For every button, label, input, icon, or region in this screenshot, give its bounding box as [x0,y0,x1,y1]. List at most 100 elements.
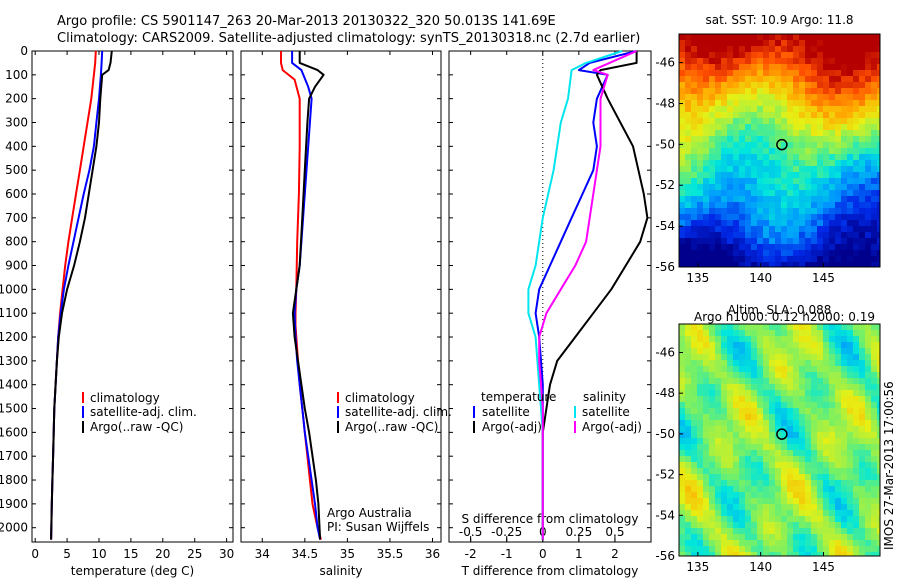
heatmap-cell [679,396,685,402]
heatmap-cell [679,420,685,426]
heatmap-cell [763,64,769,70]
heatmap-cell [841,414,847,420]
heatmap-cell [793,504,799,510]
heatmap-cell [805,522,811,528]
heatmap-cell [727,178,733,184]
heatmap-cell [787,202,793,208]
heatmap-cell [703,58,709,64]
heatmap-cell [739,196,745,202]
heatmap-cell [841,480,847,486]
heatmap-cell [811,402,817,408]
heatmap-cell [757,172,763,178]
heatmap-cell [751,378,757,384]
heatmap-cell [685,450,691,456]
heatmap-cell [709,208,715,214]
heatmap-cell [745,372,751,378]
heatmap-cell [811,540,817,546]
heatmap-cell [679,262,685,267]
heatmap-cell [787,546,793,552]
heatmap-cell [865,414,871,420]
heatmap-cell [739,552,745,556]
heatmap-cell [841,136,847,142]
heatmap-cell [721,196,727,202]
heatmap-cell [757,390,763,396]
heatmap-cell [865,510,871,516]
heatmap-cell [871,402,877,408]
heatmap-cell [781,196,787,202]
heatmap-cell [697,154,703,160]
heatmap-cell [781,450,787,456]
heatmap-cell [811,136,817,142]
heatmap-cell [823,220,829,226]
heatmap-cell [829,52,835,58]
heatmap-cell [679,142,685,148]
heatmap-cell [685,184,691,190]
heatmap-cell [679,384,685,390]
secondary-axis-label: S difference from climatology [462,512,639,526]
heatmap-cell [781,498,787,504]
heatmap-cell [841,52,847,58]
heatmap-cell [715,232,721,238]
heatmap-cell [763,510,769,516]
heatmap-cell [679,336,685,342]
heatmap-cell [769,552,775,556]
heatmap-cell [871,414,877,420]
x-tick-label: 35.5 [377,547,404,561]
heatmap-cell [751,390,757,396]
heatmap-cell [793,202,799,208]
heatmap-cell [691,372,697,378]
heatmap-cell [703,214,709,220]
heatmap-cell [757,426,763,432]
heatmap-cell [829,342,835,348]
heatmap-cell [793,546,799,552]
heatmap-cell [763,456,769,462]
heatmap-cell [865,130,871,136]
heatmap-cell [733,342,739,348]
heatmap-cell [859,534,865,540]
heatmap-cell [853,196,859,202]
heatmap-cell [727,330,733,336]
heatmap-cell [775,214,781,220]
heatmap-cell [811,52,817,58]
heatmap-cell [799,100,805,106]
heatmap-cell [733,438,739,444]
heatmap-cell [829,166,835,172]
heatmap-cell [769,160,775,166]
heatmap-cell [733,52,739,58]
heatmap-cell [787,528,793,534]
heatmap-cell [685,342,691,348]
heatmap-cell [847,202,853,208]
heatmap-cell [679,172,685,178]
heatmap-cell [691,540,697,546]
heatmap-cell [739,94,745,100]
heatmap-cell [775,52,781,58]
heatmap-cell [865,498,871,504]
x-axis-label: salinity [319,564,362,578]
heatmap-cell [769,342,775,348]
heatmap-cell [739,480,745,486]
heatmap-cell [829,522,835,528]
heatmap-cell [691,402,697,408]
heatmap-cell [841,420,847,426]
heatmap-cell [739,154,745,160]
heatmap-cell [709,34,715,40]
heatmap-cell [775,220,781,226]
heatmap-cell [715,534,721,540]
heatmap-cell [811,546,817,552]
heatmap-cell [877,184,880,190]
heatmap-cell [811,486,817,492]
heatmap-cell [865,118,871,124]
heatmap-cell [847,480,853,486]
heatmap-cell [733,100,739,106]
heatmap-cell [859,348,865,354]
heatmap-cell [787,130,793,136]
heatmap-cell [829,438,835,444]
heatmap-cell [697,540,703,546]
heatmap-cell [769,360,775,366]
heatmap-cell [835,190,841,196]
heatmap-cell [817,94,823,100]
heatmap-cell [739,82,745,88]
heatmap-cell [679,522,685,528]
heatmap-cell [697,118,703,124]
heatmap-cell [751,220,757,226]
